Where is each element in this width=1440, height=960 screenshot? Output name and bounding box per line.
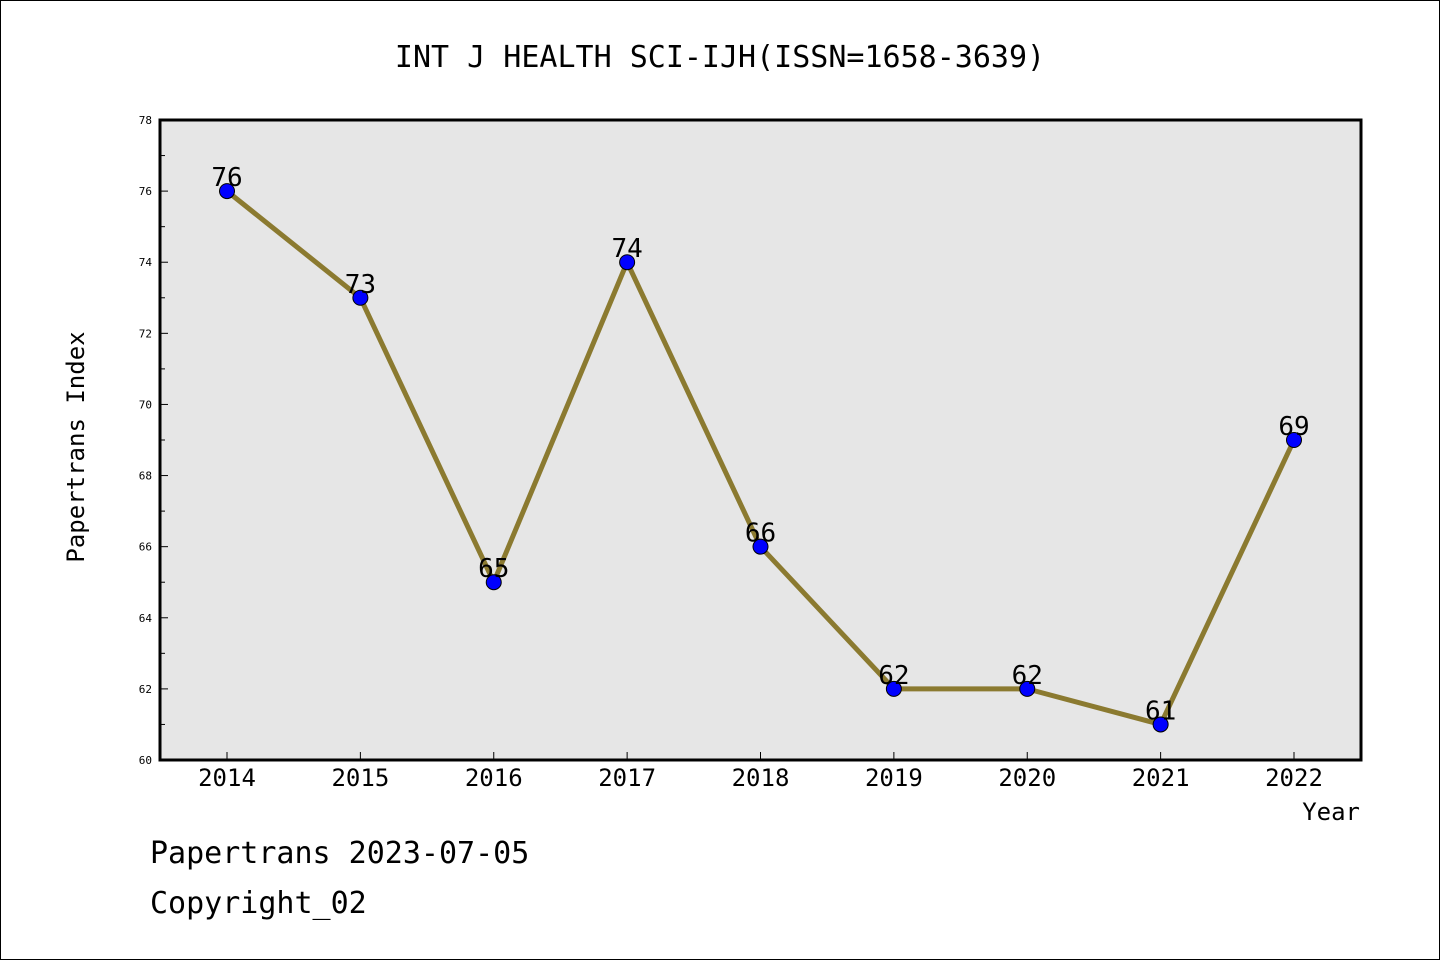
data-point	[1019, 680, 1036, 697]
y-axis: 60 62 64 66 68 70 72 74 76 78	[139, 114, 168, 767]
data-point	[352, 289, 369, 306]
data-label: 76	[211, 163, 242, 193]
y-tick-label: 62	[139, 683, 152, 696]
x-tick-label: 2014	[198, 764, 256, 792]
data-label: 62	[878, 661, 909, 691]
y-tick-label: 64	[139, 612, 153, 625]
series-group: 76 73 65 74 66 62 62 61 69	[211, 163, 1310, 733]
y-tick-label: 70	[139, 398, 152, 411]
data-point	[752, 538, 769, 555]
data-label: 66	[745, 519, 776, 549]
footer-date: Papertrans 2023-07-05	[150, 836, 530, 871]
y-axis-label: Papertrans Index	[62, 331, 90, 562]
data-label: 73	[345, 270, 376, 300]
x-tick-label: 2022	[1265, 764, 1323, 792]
data-label: 69	[1278, 412, 1309, 442]
data-label: 74	[611, 234, 642, 264]
x-tick-label: 2019	[865, 764, 923, 792]
x-axis: 2014 2015 2016 2017 2018 2019 2020 2021 2022	[198, 752, 1323, 792]
x-tick-label: 2016	[465, 764, 523, 792]
data-point	[619, 254, 636, 271]
data-point	[1152, 716, 1169, 733]
y-tick-label: 66	[139, 541, 152, 554]
data-point	[1286, 432, 1302, 448]
chart-title: INT J HEALTH SCI-IJH(ISSN=1658-3639)	[395, 40, 1045, 75]
x-tick-label: 2017	[598, 764, 656, 792]
y-tick-label: 68	[139, 470, 152, 483]
data-point	[219, 183, 235, 200]
y-tick-label: 60	[139, 754, 152, 767]
x-tick-label: 2018	[732, 764, 790, 792]
data-point	[885, 680, 902, 697]
data-point	[485, 574, 502, 591]
footer-copyright: Copyright_02	[150, 886, 367, 921]
data-label: 62	[1012, 661, 1043, 691]
data-label: 65	[478, 554, 509, 584]
x-tick-label: 2020	[998, 764, 1056, 792]
y-tick-label: 72	[139, 327, 152, 340]
data-label: 61	[1145, 696, 1176, 726]
y-tick-label: 76	[139, 185, 152, 198]
x-tick-label: 2021	[1132, 764, 1190, 792]
x-axis-label: Year	[1302, 798, 1360, 826]
y-tick-label: 74	[139, 256, 153, 269]
y-tick-label: 78	[139, 114, 152, 127]
x-tick-label: 2015	[331, 764, 389, 792]
plot-area	[158, 118, 1363, 762]
